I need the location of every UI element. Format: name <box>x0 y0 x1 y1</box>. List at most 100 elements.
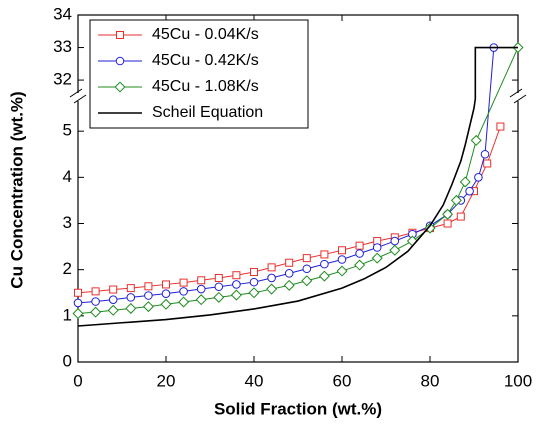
marker <box>338 246 346 255</box>
marker <box>116 31 124 39</box>
marker <box>465 186 474 196</box>
marker <box>126 293 136 302</box>
marker <box>284 269 294 278</box>
axis-break <box>513 94 527 104</box>
marker <box>390 236 400 246</box>
marker <box>178 296 190 308</box>
marker <box>72 308 84 320</box>
marker <box>91 287 100 296</box>
marker <box>179 287 188 296</box>
marker <box>337 255 347 264</box>
marker <box>456 212 465 221</box>
axis-break-gap <box>510 93 526 101</box>
marker <box>230 289 242 301</box>
y-tick-label: 4 <box>63 167 72 186</box>
marker <box>214 282 224 292</box>
legend-label: Scheil Equation <box>152 104 263 121</box>
marker <box>115 56 125 66</box>
marker <box>266 283 278 295</box>
marker <box>301 275 313 287</box>
marker <box>285 258 294 267</box>
y-tick-label: 1 <box>63 305 72 324</box>
marker <box>232 280 241 289</box>
marker <box>142 301 154 313</box>
y-tick-label: 3 <box>63 213 72 232</box>
y-tick-label: 5 <box>63 121 72 140</box>
marker <box>179 278 188 287</box>
x-tick-label: 0 <box>73 371 82 390</box>
marker <box>267 273 276 283</box>
legend-box <box>89 19 309 129</box>
marker <box>213 291 225 303</box>
marker <box>371 252 383 264</box>
marker <box>90 306 102 318</box>
marker <box>197 276 206 285</box>
marker <box>125 302 137 314</box>
marker <box>114 81 126 93</box>
marker <box>195 294 207 306</box>
marker <box>320 250 329 259</box>
marker <box>389 244 401 256</box>
axis-break <box>69 88 83 98</box>
marker <box>470 134 482 146</box>
x-tick-label: 100 <box>504 371 532 390</box>
x-tick-label: 20 <box>157 371 176 390</box>
marker <box>248 287 260 299</box>
axis-break <box>509 88 523 98</box>
plot-frame <box>77 14 519 363</box>
y-tick-label: 2 <box>63 259 72 278</box>
marker <box>162 280 170 289</box>
y-tick-label: 33 <box>53 37 72 56</box>
legend-label: 45Cu - 0.42K/s <box>152 52 259 69</box>
marker <box>302 264 312 274</box>
marker <box>450 194 462 206</box>
marker <box>161 289 171 298</box>
marker <box>144 291 153 300</box>
marker <box>283 279 295 291</box>
axis-break <box>73 94 87 104</box>
y-axis-label: Cu Concentration (wt.%) <box>7 91 26 288</box>
marker <box>442 208 454 220</box>
marker <box>318 270 330 282</box>
marker <box>91 297 100 306</box>
x-axis-label: Solid Fraction (wt.%) <box>214 399 382 418</box>
axis-break-gap <box>70 93 86 101</box>
marker <box>355 249 364 258</box>
legend-label: 45Cu - 0.04K/s <box>152 26 259 43</box>
marker <box>74 288 82 297</box>
marker <box>267 263 276 272</box>
marker <box>108 295 118 304</box>
marker <box>232 271 241 280</box>
x-tick-label: 60 <box>333 371 352 390</box>
series-line <box>77 46 518 327</box>
marker <box>354 259 366 271</box>
marker <box>144 282 153 291</box>
y-tick-label: 34 <box>53 4 72 23</box>
marker <box>160 298 172 310</box>
marker <box>126 284 135 293</box>
x-tick-label: 80 <box>421 371 440 390</box>
y-tick-label: 0 <box>63 351 72 370</box>
marker <box>355 241 364 250</box>
marker <box>250 267 258 276</box>
marker <box>496 122 505 131</box>
marker <box>249 277 259 287</box>
marker <box>480 149 490 159</box>
marker <box>214 273 223 282</box>
series-line <box>77 126 501 294</box>
marker <box>336 265 348 277</box>
marker <box>196 284 206 294</box>
marker <box>483 159 492 168</box>
marker <box>302 254 311 263</box>
marker <box>459 176 471 188</box>
y-tick-label: 32 <box>53 70 72 89</box>
marker <box>109 285 118 294</box>
x-tick-label: 40 <box>245 371 264 390</box>
legend-label: 45Cu - 1.08K/s <box>152 78 259 95</box>
marker <box>443 219 452 228</box>
marker <box>320 259 329 269</box>
marker <box>474 173 483 182</box>
marker <box>107 304 119 316</box>
marker <box>372 243 382 252</box>
